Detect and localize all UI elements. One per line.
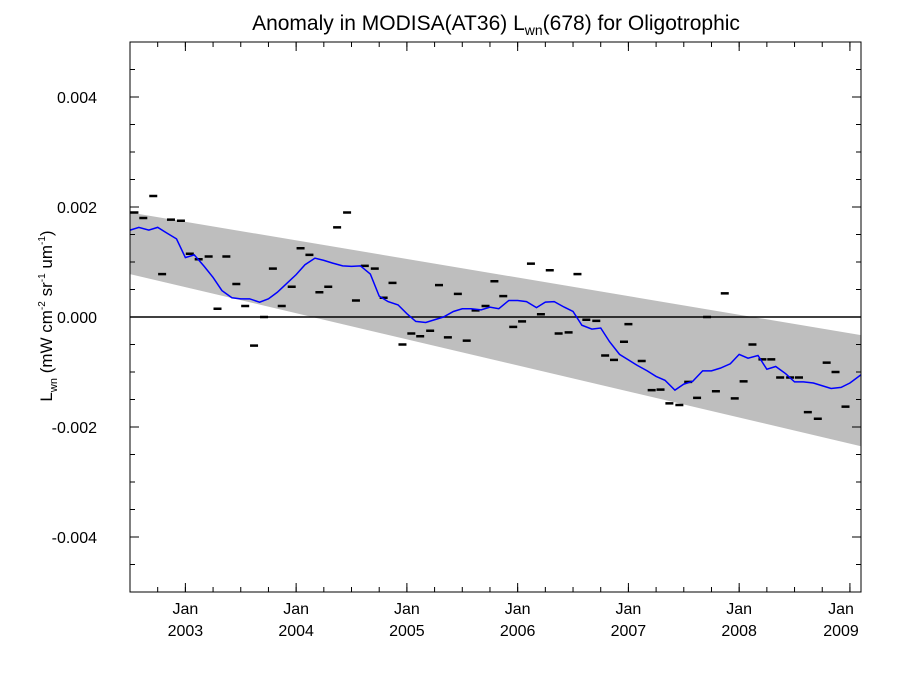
y-tick-label: 0.000 bbox=[57, 310, 97, 327]
x-tick-label-year: 2008 bbox=[721, 623, 757, 640]
x-tick-label-year: 2003 bbox=[168, 623, 204, 640]
x-tick-label-year: 2004 bbox=[278, 623, 314, 640]
y-tick-label: 0.002 bbox=[57, 200, 97, 217]
x-tick-label-year: 2005 bbox=[389, 623, 425, 640]
x-tick-label-month: Jan bbox=[726, 601, 752, 618]
x-tick-label-month: Jan bbox=[616, 601, 642, 618]
x-tick-label-month: Jan bbox=[505, 601, 531, 618]
x-tick-label-month: Jan bbox=[172, 601, 198, 618]
y-axis-label: Lwn (mW cm-2 sr-1 um-1) bbox=[37, 230, 60, 401]
x-tick-label-month: Jan bbox=[828, 601, 854, 618]
axis-ticks bbox=[129, 41, 861, 593]
smoothed-anomaly-line bbox=[129, 226, 862, 392]
chart-title: Anomaly in MODISA(AT36) Lwn(678) for Oli… bbox=[252, 12, 740, 38]
plot-frame bbox=[129, 41, 862, 593]
x-tick-label-year: 2009 bbox=[823, 623, 859, 640]
x-tick-label-month: Jan bbox=[394, 601, 420, 618]
plot-area bbox=[129, 41, 862, 593]
x-tick-label-year: 2007 bbox=[611, 623, 647, 640]
monthly-anomaly-markers bbox=[130, 194, 850, 420]
x-axis-tick-labels: Jan 2003 Jan 2004 Jan 2005 Jan 2006 Jan 2007 Jan 20… bbox=[168, 601, 859, 640]
x-tick-label-month: Jan bbox=[283, 601, 309, 618]
y-tick-label: -0.002 bbox=[52, 420, 97, 437]
y-axis-tick-labels: -0.004 -0.002 0.000 0.002 0.004 bbox=[52, 90, 97, 547]
x-tick-label-year: 2006 bbox=[500, 623, 536, 640]
y-tick-label: 0.004 bbox=[57, 90, 97, 107]
y-tick-label: -0.004 bbox=[52, 530, 97, 547]
chart-title-subscript: wn bbox=[524, 22, 543, 38]
confidence-band bbox=[130, 212, 861, 447]
